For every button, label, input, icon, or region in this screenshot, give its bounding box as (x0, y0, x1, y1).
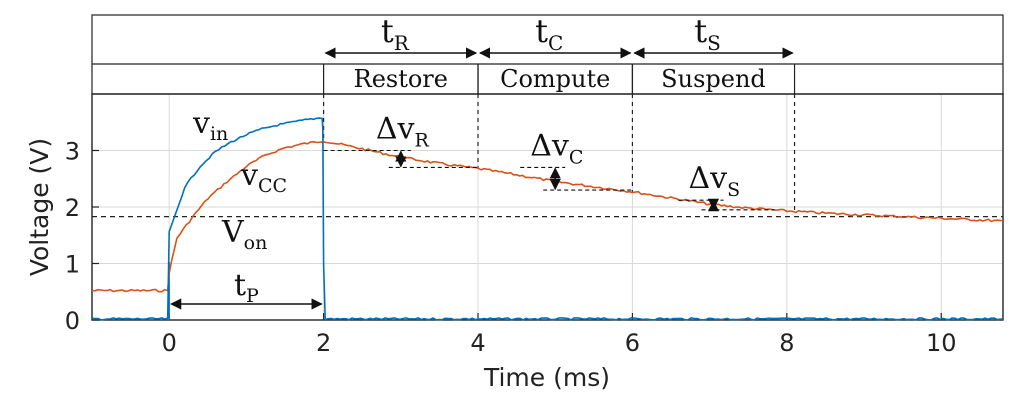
vin-label: vin (192, 106, 228, 145)
x-axis-label: Time (ms) (483, 363, 610, 392)
phase-layer: Restore tR Compute tC Suspend tS (168, 12, 796, 320)
y-tick-label: 2 (65, 194, 80, 222)
delta-label: ΔvC (530, 128, 583, 168)
x-tick-label: 2 (316, 329, 331, 357)
phase-name-label: Suspend (661, 65, 766, 93)
y-tick-label: 1 (65, 251, 80, 279)
y-tick-labels: 0 1 2 3 (65, 138, 80, 336)
delta-label: ΔvS (688, 161, 740, 201)
tp-label: tP (234, 268, 259, 307)
phase-duration-label: tR (381, 12, 410, 55)
vcc-label: vCC (240, 158, 287, 197)
delta-layer: ΔvR ΔvC ΔvS (323, 112, 775, 212)
x-tick-label: 6 (625, 329, 640, 357)
von-label: Von (221, 215, 267, 254)
plot-frame (91, 93, 1004, 321)
delta-label: ΔvR (376, 112, 430, 152)
y-tick-label: 3 (65, 138, 80, 166)
series-vin-line (91, 117, 1004, 321)
phase-name-label: Restore (354, 65, 448, 93)
x-tick-label: 8 (779, 329, 794, 357)
x-tick-labels: 0 2 4 6 8 10 (162, 329, 957, 357)
phase-name-label: Compute (500, 65, 610, 93)
x-tick-label: 4 (470, 329, 485, 357)
y-axis-label: Voltage (V) (25, 138, 54, 276)
y-tick-label: 0 (65, 307, 80, 335)
x-tick-label: 0 (162, 329, 177, 357)
phase-duration-label: tS (694, 12, 721, 55)
phase-duration-label: tC (535, 12, 563, 55)
x-tick-label: 10 (926, 329, 957, 357)
